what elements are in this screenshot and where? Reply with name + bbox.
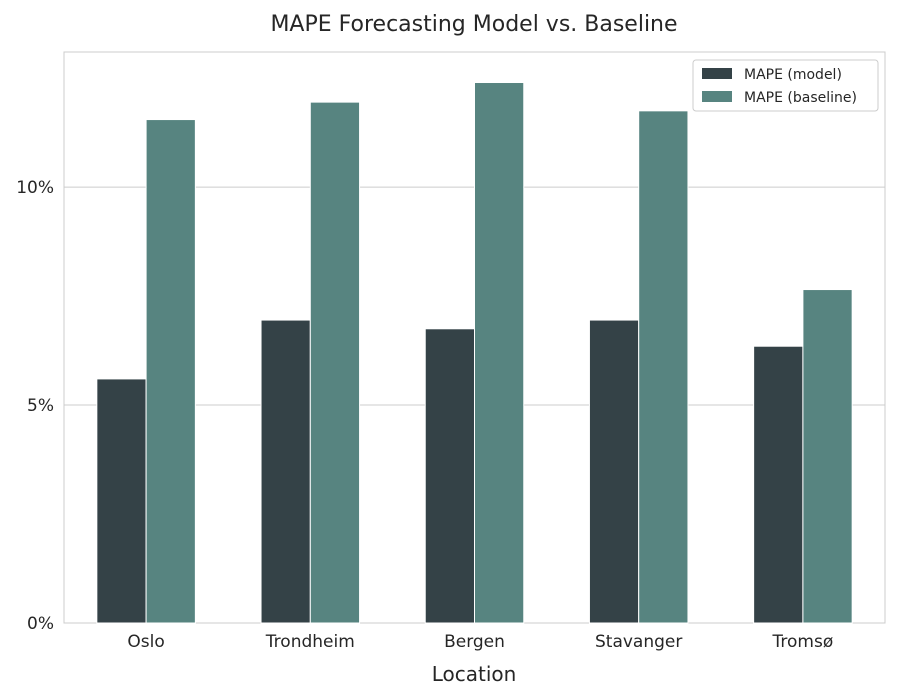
y-axis-ticks: 0% 5% 10%	[16, 178, 54, 634]
bars	[96, 82, 853, 624]
x-tick-label: Oslo	[127, 632, 164, 652]
bar-baseline	[474, 82, 525, 624]
legend: MAPE (model) MAPE (baseline)	[692, 59, 879, 112]
legend-swatch	[702, 91, 732, 102]
chart-title: MAPE Forecasting Model vs. Baseline	[270, 12, 677, 37]
y-tick-label: 0%	[27, 614, 54, 634]
bar-model	[260, 319, 311, 624]
x-tick-label: Trondheim	[265, 632, 355, 652]
legend-label: MAPE (baseline)	[744, 90, 857, 106]
legend-label: MAPE (model)	[744, 67, 842, 83]
y-tick-label: 5%	[27, 396, 54, 416]
bar-baseline	[309, 101, 361, 624]
legend-swatch	[702, 68, 732, 79]
legend-box	[692, 59, 879, 112]
bar-baseline	[802, 289, 853, 624]
x-tick-label: Bergen	[444, 632, 505, 652]
x-axis-label: Location	[432, 662, 517, 686]
x-tick-label: Tromsø	[772, 632, 834, 652]
bar-model	[96, 378, 147, 624]
y-tick-label: 10%	[16, 178, 54, 198]
x-tick-label: Stavanger	[595, 632, 682, 652]
bar-model	[424, 328, 475, 624]
bar-baseline	[638, 110, 689, 624]
x-axis-ticks: Oslo Trondheim Bergen Stavanger Tromsø	[127, 632, 833, 652]
bar-model	[588, 319, 640, 624]
bar-baseline	[145, 119, 196, 624]
bar-model	[753, 345, 804, 624]
